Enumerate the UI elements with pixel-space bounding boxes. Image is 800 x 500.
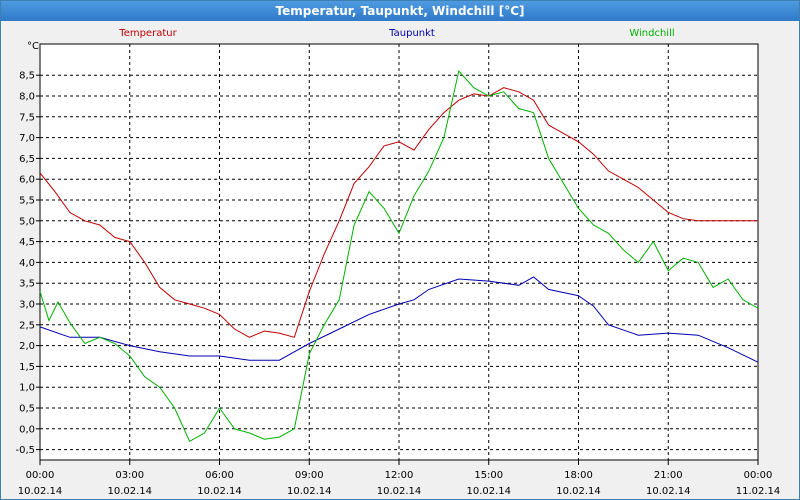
x-tick-time-label: 03:00 bbox=[115, 470, 144, 481]
series-line-taupunkt bbox=[39, 276, 759, 363]
y-tick-label: 2,5 bbox=[19, 320, 35, 331]
series-line-temperatur bbox=[39, 87, 758, 338]
y-tick-label: -0,5 bbox=[15, 445, 35, 456]
y-axis-label: °C bbox=[27, 41, 39, 52]
y-tick-label: 6,5 bbox=[19, 154, 35, 165]
y-tick-label: 3,0 bbox=[19, 300, 35, 311]
x-tick-date-label: 10.02.14 bbox=[18, 486, 63, 497]
x-tick-date-label: 10.02.14 bbox=[466, 486, 511, 497]
y-tick-label: 0,0 bbox=[19, 424, 35, 435]
x-tick-time-label: 00:00 bbox=[26, 470, 55, 481]
legend-entry-taupunkt: Taupunkt bbox=[388, 28, 435, 39]
x-axis: 00:00 10.02.14 03:00 10.02.14 06:00 10.02.14 0… bbox=[18, 460, 781, 497]
x-tick-time-label: 18:00 bbox=[564, 470, 593, 481]
series-line-windchill bbox=[39, 69, 759, 443]
y-tick-label: 7,5 bbox=[19, 112, 35, 123]
x-tick-time-label: 15:00 bbox=[474, 470, 503, 481]
x-tick-date-label: 10.02.14 bbox=[646, 486, 691, 497]
y-tick-label: 6,0 bbox=[19, 175, 35, 186]
y-tick-label: 3,5 bbox=[19, 279, 35, 290]
y-axis: -0,5 0,0 0,5 1,0 1,5 2,0 2,5 3,0 3,5 4,0 4,5 5,0 5,5… bbox=[15, 71, 40, 456]
x-tick-date-label: 10.02.14 bbox=[377, 486, 422, 497]
x-tick-date-label: 10.02.14 bbox=[197, 486, 242, 497]
x-tick-time-label: 00:00 bbox=[744, 470, 773, 481]
legend-entry-windchill: Windchill bbox=[629, 28, 674, 39]
y-tick-label: 0,5 bbox=[19, 404, 35, 415]
y-tick-label: 5,5 bbox=[19, 196, 35, 207]
x-tick-date-label: 10.02.14 bbox=[556, 486, 601, 497]
y-tick-label: 8,0 bbox=[19, 92, 35, 103]
y-tick-label: 1,5 bbox=[19, 362, 35, 373]
x-tick-date-label: 10.02.14 bbox=[107, 486, 152, 497]
series-group bbox=[39, 69, 759, 443]
y-tick-label: 2,0 bbox=[19, 341, 35, 352]
x-tick-time-label: 06:00 bbox=[205, 470, 234, 481]
legend: Temperatur Taupunkt Windchill bbox=[118, 28, 674, 39]
y-tick-label: 7,0 bbox=[19, 133, 35, 144]
x-tick-time-label: 09:00 bbox=[295, 470, 324, 481]
y-tick-label: 8,5 bbox=[19, 71, 35, 82]
x-tick-time-label: 21:00 bbox=[654, 470, 683, 481]
y-tick-label: 1,0 bbox=[19, 383, 35, 394]
x-tick-date-label: 11.02.14 bbox=[736, 486, 781, 497]
x-tick-date-label: 10.02.14 bbox=[287, 486, 332, 497]
legend-entry-temperatur: Temperatur bbox=[118, 28, 177, 39]
y-tick-label: 5,0 bbox=[19, 216, 35, 227]
window-title: Temperatur, Taupunkt, Windchill [°C] bbox=[1, 1, 799, 21]
y-tick-label: 4,0 bbox=[19, 258, 35, 269]
x-tick-time-label: 12:00 bbox=[385, 470, 414, 481]
plot-area bbox=[39, 43, 759, 461]
y-tick-label: 4,5 bbox=[19, 237, 35, 248]
